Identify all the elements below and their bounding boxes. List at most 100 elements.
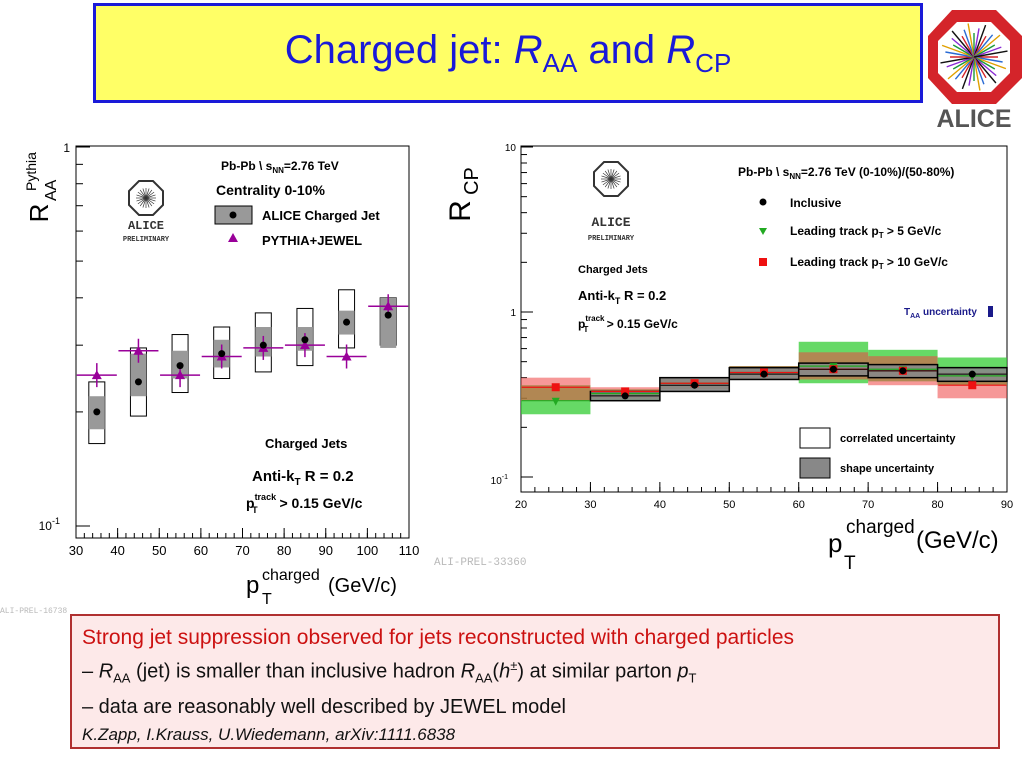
lt5-point (551, 397, 560, 406)
rcp-legend-inclusive: Inclusive (790, 196, 842, 210)
rcp-chart: 20 30 40 50 60 70 80 90 10 1 10-1 R CP p charge… (430, 128, 1024, 578)
taa-uncertainty-box (988, 306, 993, 317)
note-line4: K.Zapp, I.Krauss, U.Wiedemann, arXiv:111… (82, 724, 456, 744)
svg-text:charged: charged (846, 517, 915, 538)
alice-point (259, 341, 267, 349)
title-r1: R (513, 27, 543, 72)
summary-note: Strong jet suppression observed for jets… (70, 614, 1000, 749)
rcp-legend-lt5: Leading track pT > 5 GeV/c (790, 224, 942, 240)
pythia-point (175, 370, 186, 380)
inclusive-point (899, 367, 907, 375)
title-sub1: AA (542, 47, 578, 78)
raa-xtick-label: 100 (357, 543, 379, 558)
rcp-ytick-bottom: 10-1 (491, 474, 508, 487)
tag-left: ALI-PREL-16738 (0, 607, 68, 616)
rcp-legend: Pb-Pb \ sNN=2.76 TeV (0-10%)/(50-80%) In… (738, 165, 993, 320)
rcp-annotations: Charged Jets Anti-kT R = 0.2 ptrack T > 0… (578, 264, 678, 334)
svg-text:correlated uncertainty: correlated uncertainty (840, 433, 956, 445)
svg-text:Anti-kT R = 0.2: Anti-kT R = 0.2 (578, 288, 666, 306)
inclusive-point (968, 370, 976, 378)
svg-text:Pythia: Pythia (23, 152, 39, 191)
title-banner: Charged jet: RAA and RCP (93, 3, 923, 103)
svg-text:Pb-Pb \ sNN=2.76 TeV (0-10%)/: Pb-Pb \ sNN=2.76 TeV (0-10%)/(50-80%) (738, 165, 954, 181)
note-line2: – RAA (jet) is smaller than inclusive ha… (82, 658, 697, 686)
raa-xtick-label: 50 (152, 543, 166, 558)
alice-point (134, 378, 142, 386)
page-title: Charged jet: RAA and RCP (285, 28, 732, 79)
raa-xtick-label: 60 (194, 543, 208, 558)
rcp-xtick-label: 20 (515, 499, 527, 511)
lt10-point (968, 381, 977, 390)
title-prefix: Charged jet: (284, 27, 514, 72)
rcp-xtick-label: 90 (1001, 499, 1013, 511)
svg-text:R: R (24, 204, 54, 223)
rcp-xtick-label: 50 (723, 499, 735, 511)
title-sub2: CP (695, 47, 732, 78)
svg-text:R: R (444, 200, 477, 222)
svg-text:(GeV/c): (GeV/c) (328, 575, 397, 597)
raa-xtick-label: 90 (319, 543, 333, 558)
rcp-xlabel: p charged T (GeV/c) (828, 517, 999, 574)
raa-ylabel: R Pythia AA (23, 152, 60, 223)
raa-annotations: Charged Jets Anti-kT R = 0.2 ptrack T > 0… (246, 436, 363, 515)
pythia-point (299, 340, 310, 350)
alice-point (384, 311, 392, 319)
svg-text:PRELIMINARY: PRELIMINARY (123, 236, 170, 244)
rcp-xtick-label: 70 (862, 499, 874, 511)
raa-xtick-label: 40 (110, 543, 124, 558)
svg-text:ALICE: ALICE (128, 219, 164, 233)
rcp-xtick-label: 60 (793, 499, 805, 511)
inclusive-point (621, 392, 629, 400)
raa-shape-box (380, 297, 397, 348)
svg-text:Centrality 0-10%: Centrality 0-10% (216, 182, 325, 198)
rcp-xtick-label: 80 (931, 499, 943, 511)
rcp-ylabel: R CP (444, 167, 483, 222)
raa-xtick-label: 70 (235, 543, 249, 558)
alice-point (218, 350, 226, 358)
lt10-point (551, 383, 560, 392)
rcp-box-legend: correlated uncertainty shape uncertainty (799, 427, 956, 479)
preliminary-logo-icon: ALICE PRELIMINARY (123, 180, 170, 244)
svg-text:shape uncertainty: shape uncertainty (840, 463, 935, 475)
pythia-point (133, 345, 144, 355)
pythia-point (341, 351, 352, 361)
svg-text:ALICE: ALICE (591, 215, 630, 230)
lt10-point (621, 387, 630, 396)
svg-text:CP: CP (461, 167, 483, 195)
svg-text:p: p (828, 528, 842, 558)
svg-text:Anti-kT R = 0.2: Anti-kT R = 0.2 (252, 468, 354, 488)
note-line1: Strong jet suppression observed for jets… (82, 626, 795, 649)
svg-text:AA: AA (43, 179, 60, 201)
raa-xlabel: p charged T (GeV/c) (246, 567, 397, 608)
raa-xtick-label: 80 (277, 543, 291, 558)
svg-text:PRELIMINARY: PRELIMINARY (588, 235, 635, 243)
svg-text:T: T (262, 591, 272, 608)
alice-point (343, 318, 351, 326)
rcp-xtick-label: 30 (584, 499, 596, 511)
rcp-preliminary-logo-icon: ALICE PRELIMINARY (588, 161, 635, 243)
raa-xtick-label: 110 (399, 543, 420, 558)
pythia-point (91, 370, 102, 380)
note-line3: – data are reasonably well described by … (82, 695, 566, 718)
tag-right: ALI-PREL-33360 (434, 557, 527, 569)
alice-logo-icon: ALICE (928, 10, 1022, 130)
taa-uncertainty-label: TAA uncertainty (904, 307, 977, 320)
inclusive-point (829, 365, 837, 373)
raa-ytick-top: 1 (63, 141, 70, 155)
rcp-xtick-label: 40 (654, 499, 666, 511)
svg-text:Pb-Pb \ sNN=2.76 TeV: Pb-Pb \ sNN=2.76 TeV (221, 159, 339, 175)
svg-text:Charged Jets: Charged Jets (578, 264, 648, 276)
svg-text:Charged Jets: Charged Jets (265, 436, 347, 451)
svg-text:charged: charged (262, 567, 320, 584)
pythia-point (383, 301, 394, 311)
alice-point (301, 336, 309, 344)
title-r2: R (666, 27, 696, 72)
inclusive-point (760, 370, 768, 378)
alice-point (93, 408, 101, 416)
inclusive-corr-box (659, 376, 731, 393)
rcp-legend-lt10: Leading track pT > 10 GeV/c (790, 255, 948, 271)
raa-ytick-bottom: 10-1 (39, 516, 60, 533)
svg-text:T: T (844, 553, 856, 574)
